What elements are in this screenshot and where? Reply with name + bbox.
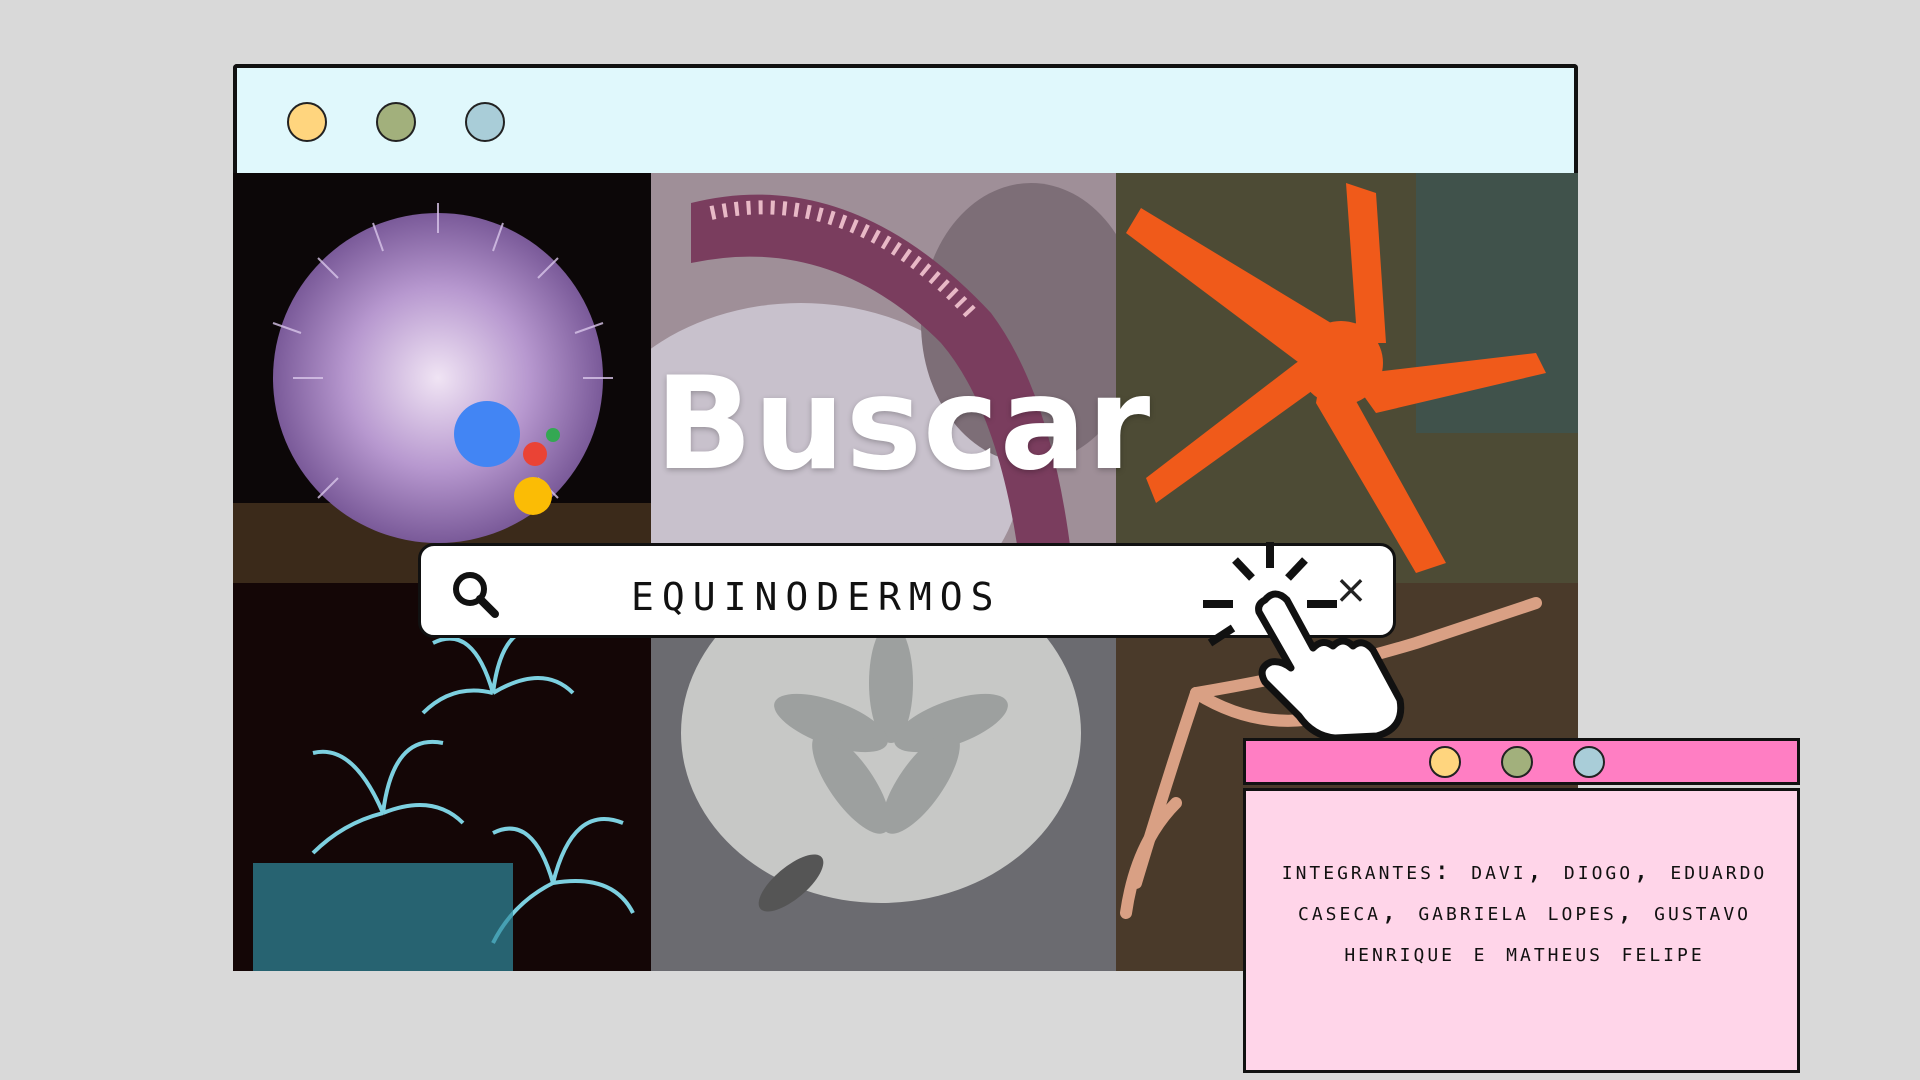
window-titlebar [233,64,1578,173]
search-query[interactable]: EQUINODERMOS [631,560,1002,623]
popup-dot-blue[interactable] [1573,746,1605,778]
orange-starfish-photo [1116,173,1578,583]
window-dot-blue[interactable] [465,102,505,142]
assistant-logo-icon [454,401,560,515]
magnifier-icon[interactable] [449,568,503,622]
starfish-arm-photo [651,173,1116,583]
sea-urchin-photo [233,173,651,583]
window-dot-yellow[interactable] [287,102,327,142]
popup-dot-green[interactable] [1501,746,1533,778]
close-icon[interactable]: × [1334,567,1368,613]
team-popup: INTEGRANTES: DAVI, DIOGO, EDUARDO CASECA… [1243,738,1800,1073]
popup-titlebar [1243,738,1800,785]
popup-dot-yellow[interactable] [1429,746,1461,778]
pointer-hand-icon [1203,542,1405,740]
search-bar[interactable]: EQUINODERMOS × [418,543,1396,638]
page-heading: Buscar [655,350,1152,499]
sand-dollar-photo [651,583,1116,971]
popup-body: INTEGRANTES: DAVI, DIOGO, EDUARDO CASECA… [1243,788,1800,1073]
sea-lily-photo [233,583,651,971]
team-members-text: INTEGRANTES: DAVI, DIOGO, EDUARDO CASECA… [1281,856,1768,968]
window-dot-green[interactable] [376,102,416,142]
